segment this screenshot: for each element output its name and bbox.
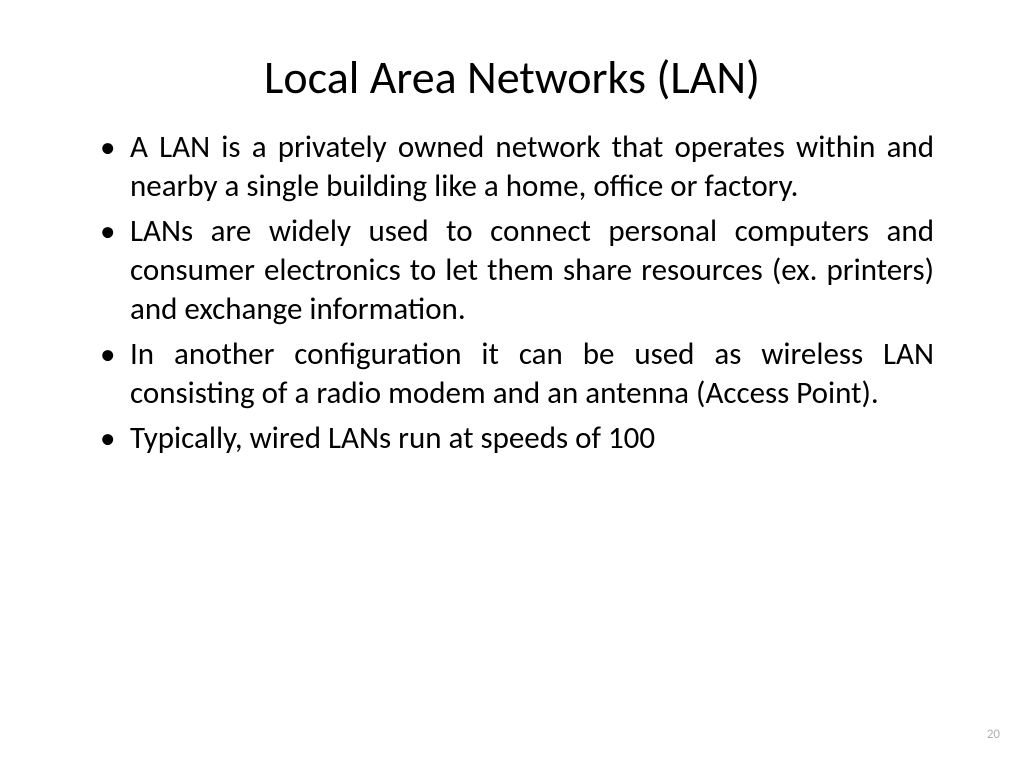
bullet-item: In another configuration it can be used … bbox=[118, 335, 934, 413]
slide-title: Local Area Networks (LAN) bbox=[90, 50, 934, 106]
slide-container: Local Area Networks (LAN) A LAN is a pri… bbox=[0, 0, 1024, 768]
bullet-item: LANs are widely used to connect personal… bbox=[118, 212, 934, 329]
page-number: 20 bbox=[987, 727, 1000, 742]
bullet-list: A LAN is a privately owned network that … bbox=[90, 128, 934, 458]
bullet-item: Typically, wired LANs run at speeds of 1… bbox=[118, 419, 934, 458]
bullet-item: A LAN is a privately owned network that … bbox=[118, 128, 934, 206]
